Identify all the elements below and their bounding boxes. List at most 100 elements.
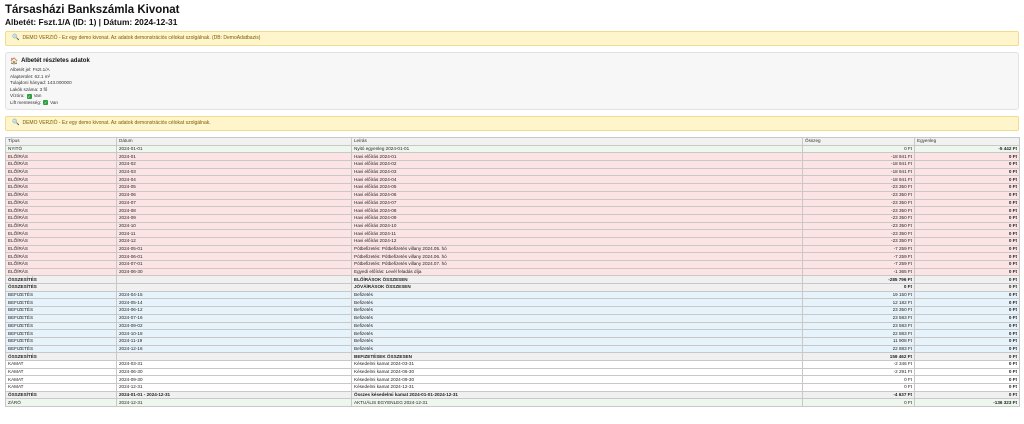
detail-lift-exemption: Lift mentesség: ✓ Van [10,100,1014,107]
house-icon: 🏠 [10,58,19,65]
table-row: ÖSSZESÍTÉS 2024-01-01 - 2024-12-31 Összes … [5,390,1020,400]
cell-type: BEFIZETÉS [5,329,117,338]
table-row: NYITÓ 2024-01-01 Nyitó egyenleg 2024-01-01… [5,144,1020,154]
cell-amount: 22 883 Ft [802,344,915,354]
col-header-balance: Egyenleg [914,137,1020,146]
detail-floor-area: Alapterület: 62.1 m² [10,73,51,79]
cell-description: Összes késedelmi kamat 2024-01-01-2024-1… [351,390,803,400]
cell-amount: -18 941 Ft [802,175,915,185]
cell-type: ÖSSZESÍTÉS [5,275,117,285]
cell-amount: -23 350 Ft [802,213,915,223]
cell-balance: 0 Ft [914,313,1020,323]
table-row: BEFIZETÉS 2024-05-14 Befizetés 12 182 Ft 0 F… [5,298,1020,308]
details-title: 🏠 Albetét részletes adatok [10,57,1014,65]
unit-details-panel: 🏠 Albetét részletes adatok Albetét jel: … [5,52,1019,110]
cell-amount: -4 637 Ft [802,390,915,400]
cell-balance: -136 323 Ft [914,398,1020,408]
cell-balance: 0 Ft [914,336,1020,346]
cell-description: Havi előírás 2024-04 [351,175,803,185]
cell-amount: -23 350 Ft [802,206,915,215]
cell-type: ZÁRÓ [5,398,117,408]
cell-description: Befizetés [351,336,803,346]
col-header-amount: Összeg [802,137,915,146]
cell-date: 2024-09 [116,213,352,223]
cell-type: ELŐÍRÁS [5,190,117,200]
cell-amount: -18 941 Ft [802,152,915,162]
table-row: KAMAT 2024-06-30 Késedelmi kamat 2024-06-3… [5,367,1020,377]
page-subtitle: Albetét: Fszt.1/A (ID: 1) | Dátum: 2024-… [5,17,178,27]
cell-balance: 0 Ft [914,298,1020,308]
cell-amount: 23 350 Ft [802,306,915,315]
cell-balance: 0 Ft [914,321,1020,331]
table-row: ELŐÍRÁS 2024-09 Havi előírás 2024-09 -23 35… [5,213,1020,223]
cell-type: ÖSSZESÍTÉS [5,352,117,361]
cell-description: Egyedi előírás: Levél feladás díja [351,267,803,277]
detail-water-meter: Vízóra: ✓ Van [10,93,1014,100]
col-header-date: Dátum [116,137,352,146]
cell-amount: 22 883 Ft [802,329,915,338]
detail-ownership-share: Tulajdoni hányad: 143.000000 [10,80,72,85]
cell-date: 2024-07-16 [116,313,352,323]
cell-amount: 23 583 Ft [802,313,915,323]
cell-date: 2024-05-14 [116,298,352,308]
cell-amount: -23 350 Ft [802,190,915,200]
cell-description: Befizetés [351,329,803,338]
cell-amount: -23 350 Ft [802,198,915,208]
cell-type: ELŐÍRÁS [5,236,117,246]
table-row: ÖSSZESÍTÉS ELŐÍRÁSOK ÖSSZESEN -285 796 Ft 0… [5,275,1020,285]
demo-notice-text: DEMO VERZIÓ - Ez egy demo kivonat. Az ad… [22,35,261,41]
cell-description: Havi előírás 2024-06 [351,190,803,200]
cell-description: Pótbefizetés: Pótbefizetés villany 2024.… [351,260,803,269]
table-row: ELŐÍRÁS 2024-06 Havi előírás 2024-06 -23 35… [5,190,1020,200]
cell-description: ELŐÍRÁSOK ÖSSZESEN [351,275,803,285]
table-row: KAMAT 2024-09-30 Késedelmi kamat 2024-09-3… [5,375,1020,384]
cell-type: ELŐÍRÁS [5,175,117,185]
cell-type: ELŐÍRÁS [5,213,117,223]
table-row: ELŐÍRÁS 2024-12 Havi előírás 2024-12 -23 35… [5,236,1020,246]
cell-description: BEFIZETÉSEK ÖSSZESEN [351,352,803,361]
cell-amount: -23 350 Ft [802,229,915,238]
cell-type: ELŐÍRÁS [5,160,117,169]
cell-amount: 0 Ft [802,144,915,154]
cell-amount: -23 350 Ft [802,183,915,192]
demo-notice-mid: 🔍 DEMO VERZIÓ - Ez egy demo kivonat. Az … [5,116,1019,131]
details-title-text: Albetét részletes adatok [21,58,90,64]
cell-balance: 0 Ft [914,190,1020,200]
cell-balance: 0 Ft [914,375,1020,384]
cell-date: 2024-10-18 [116,329,352,338]
cell-type: ELŐÍRÁS [5,244,117,254]
cell-balance: 0 Ft [914,221,1020,231]
cell-date: 2024-12-31 [116,398,352,408]
cell-description: Havi előírás 2024-09 [351,213,803,223]
cell-amount: 11 908 Ft [802,336,915,346]
cell-amount: -7 259 Ft [802,260,915,269]
cell-type: ELŐÍRÁS [5,183,117,192]
cell-balance: 0 Ft [914,229,1020,238]
cell-date [116,283,352,292]
cell-balance: 0 Ft [914,283,1020,292]
cell-date: 2024-09-02 [116,321,352,331]
cell-type: BEFIZETÉS [5,344,117,354]
cell-balance: 0 Ft [914,252,1020,261]
cell-date: 2024-01-01 - 2024-12-31 [116,390,352,400]
cell-amount: -18 941 Ft [802,167,915,177]
table-row: ÖSSZESÍTÉS JÓVÁÍRÁSOK ÖSSZESEN 0 Ft 0 Ft [5,283,1020,292]
table-row: ELŐÍRÁS 2024-08 Havi előírás 2024-08 -23 35… [5,206,1020,215]
cell-type: ELŐÍRÁS [5,152,117,162]
table-row: BEFIZETÉS 2024-06-12 Befizetés 23 350 Ft 0 F… [5,306,1020,315]
table-row: ELŐÍRÁS 2024-07-01 Pótbefizetés: Pótbefize… [5,260,1020,269]
cell-type: ELŐÍRÁS [5,267,117,277]
cell-description: Havi előírás 2024-03 [351,167,803,177]
checkmark-icon: ✓ [43,100,49,106]
cell-date: 2024-02 [116,160,352,169]
cell-type: KAMAT [5,359,117,369]
cell-date [116,352,352,361]
cell-balance: 0 Ft [914,306,1020,315]
cell-amount: -285 796 Ft [802,275,915,285]
cell-type: BEFIZETÉS [5,298,117,308]
cell-amount: 0 Ft [802,375,915,384]
cell-description: Késedelmi kamat 2024-09-30 [351,375,803,384]
cell-date: 2024-01-01 [116,144,352,154]
cell-date: 2024-12-31 [116,383,352,392]
cell-description: Havi előírás 2024-10 [351,221,803,231]
